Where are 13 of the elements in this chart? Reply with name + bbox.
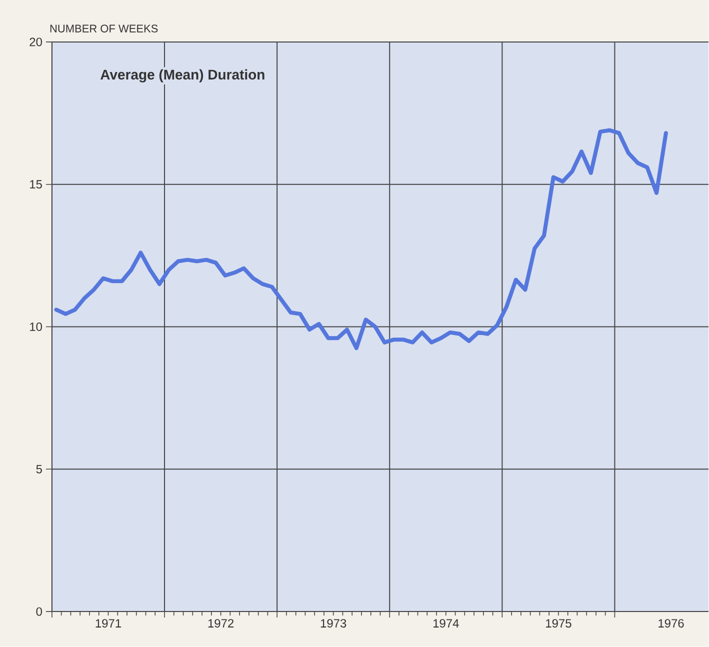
y-tick-label: 10: [30, 322, 42, 332]
y-tick-label: 0: [36, 608, 42, 616]
y-tick-label: 20: [30, 38, 42, 46]
y-axis-title: NUMBER OF WEEKS: [50, 24, 158, 33]
text: Average (Mean) Duration: [100, 70, 264, 83]
x-tick-label: 1976: [658, 619, 684, 628]
x-tick-label: 1972: [208, 619, 234, 628]
x-tick-label: 1975: [546, 619, 572, 628]
y-tick-label: 5: [36, 465, 42, 474]
x-tick-label: 1974: [433, 619, 459, 628]
y-tick-label: 15: [30, 180, 42, 189]
x-tick-label: 1973: [320, 619, 346, 628]
x-tick-label: 1971: [96, 619, 121, 628]
